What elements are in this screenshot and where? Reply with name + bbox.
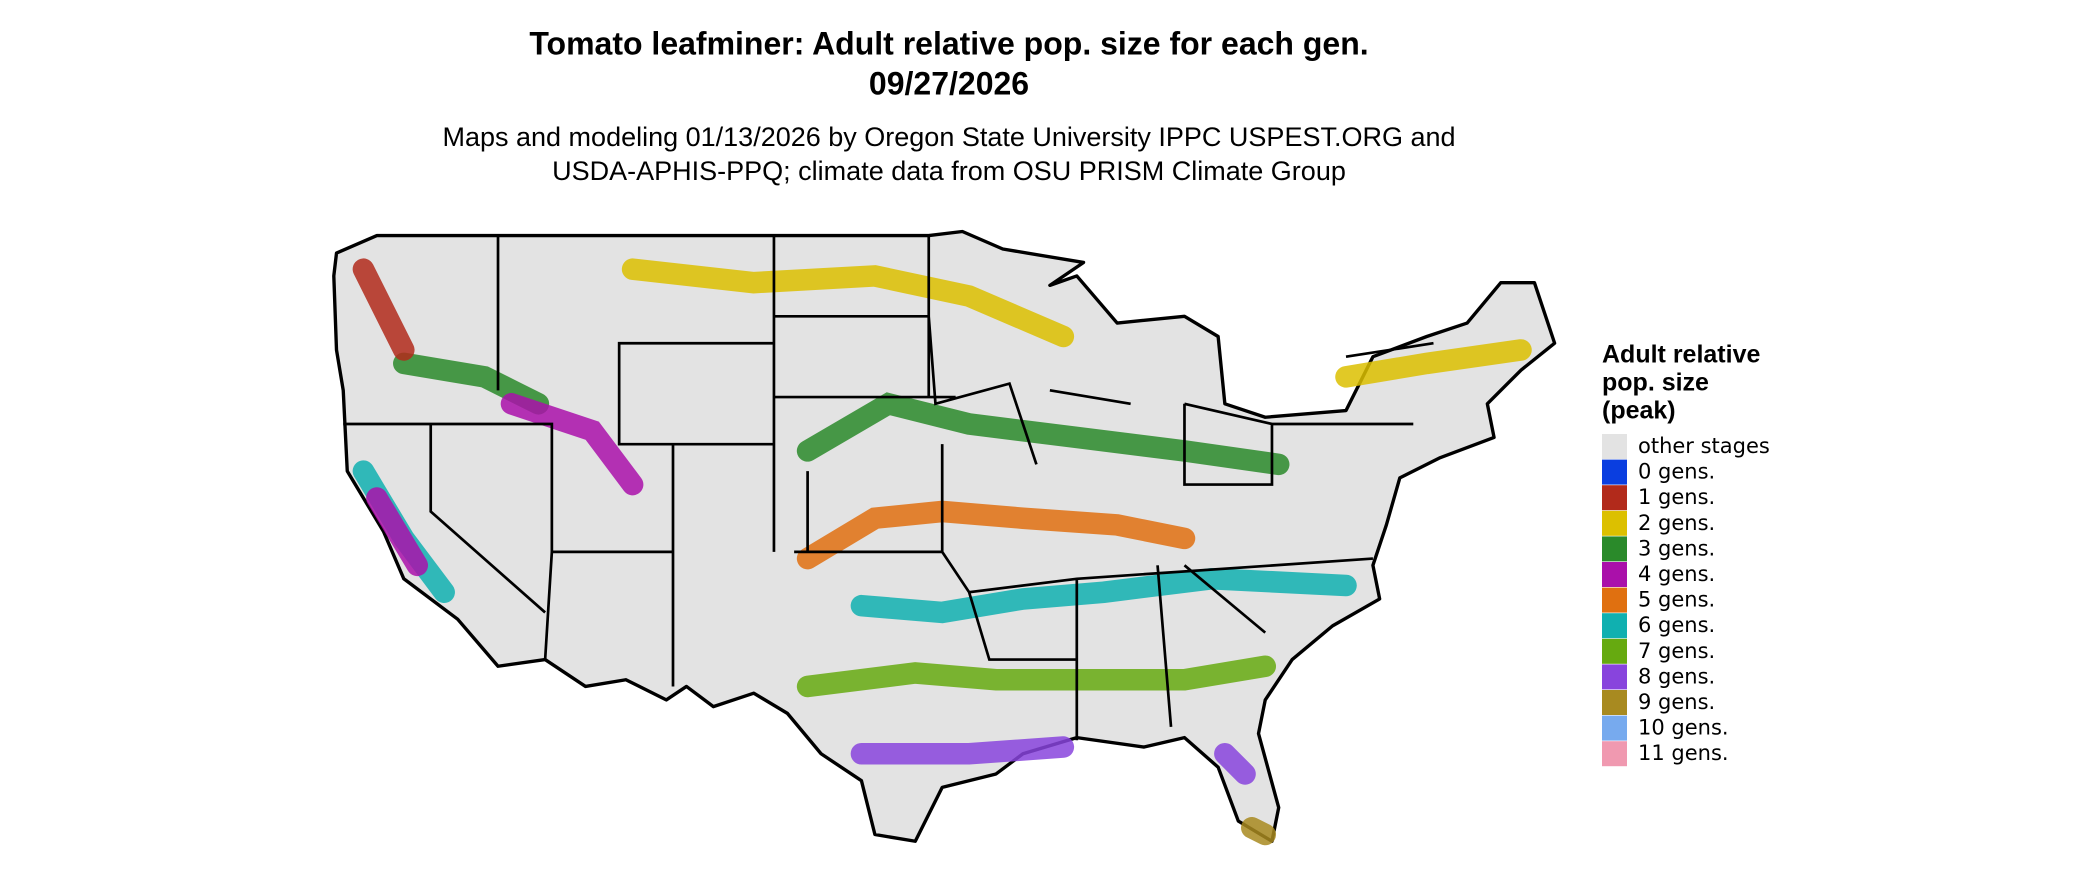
legend-swatch bbox=[1602, 485, 1627, 511]
subtitle: USDA-APHIS-PPQ; climate data from OSU PR… bbox=[552, 156, 1346, 186]
legend-label: 1 gens. bbox=[1638, 485, 1715, 509]
legend-label: 5 gens. bbox=[1638, 588, 1715, 612]
generation-band bbox=[393, 352, 550, 415]
us-map bbox=[332, 229, 1557, 846]
legend-label: 4 gens. bbox=[1638, 562, 1715, 586]
legend-swatch bbox=[1602, 664, 1627, 690]
title: Tomato leafminer: Adult relative pop. si… bbox=[529, 25, 1368, 61]
generation-band bbox=[352, 258, 415, 361]
legend-swatch bbox=[1602, 434, 1627, 459]
legend-label: 6 gens. bbox=[1638, 613, 1715, 637]
generation-band bbox=[850, 736, 1075, 765]
generation-band bbox=[1241, 817, 1277, 846]
legend-title: (peak) bbox=[1602, 397, 1676, 425]
generation-bands bbox=[352, 258, 1532, 846]
legend-label: 10 gens. bbox=[1638, 716, 1729, 740]
legend-label: other stages bbox=[1638, 434, 1770, 458]
generation-band bbox=[796, 655, 1277, 698]
state-lines bbox=[343, 235, 1434, 741]
legend-swatch bbox=[1602, 690, 1627, 715]
generation-band bbox=[366, 487, 429, 577]
generation-band bbox=[850, 567, 1357, 624]
generation-band bbox=[1214, 742, 1256, 785]
legend-label: 7 gens. bbox=[1638, 639, 1715, 663]
legend-swatch bbox=[1602, 638, 1627, 664]
generation-band bbox=[796, 500, 1196, 570]
us-outline bbox=[332, 229, 1557, 843]
generation-band bbox=[796, 392, 1290, 476]
legend-title: Adult relative bbox=[1602, 341, 1760, 369]
legend-swatch bbox=[1602, 536, 1627, 562]
generation-band bbox=[1335, 339, 1532, 388]
generation-band bbox=[621, 258, 1075, 348]
generation-band bbox=[500, 393, 644, 496]
title-date: 09/27/2026 bbox=[869, 65, 1029, 101]
legend-label: 0 gens. bbox=[1638, 460, 1715, 484]
legend-swatch bbox=[1602, 587, 1627, 613]
legend-swatch bbox=[1602, 562, 1627, 587]
legend-swatch bbox=[1602, 613, 1627, 639]
legend-label: 11 gens. bbox=[1638, 741, 1729, 765]
legend-swatch bbox=[1602, 715, 1627, 741]
subtitle: Maps and modeling 01/13/2026 by Oregon S… bbox=[442, 122, 1455, 152]
legend-swatch bbox=[1602, 741, 1627, 767]
legend-label: 8 gens. bbox=[1638, 664, 1715, 688]
legend-swatch bbox=[1602, 459, 1627, 485]
legend-swatch bbox=[1602, 510, 1627, 536]
legend-label: 9 gens. bbox=[1638, 690, 1715, 714]
legend-title: pop. size bbox=[1602, 369, 1709, 397]
legend-label: 2 gens. bbox=[1638, 511, 1715, 535]
legend-label: 3 gens. bbox=[1638, 536, 1715, 560]
